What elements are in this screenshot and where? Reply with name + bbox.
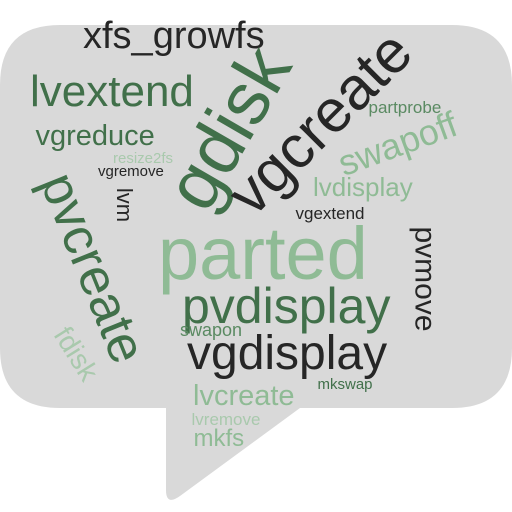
speech-bubble-path: [0, 25, 512, 500]
word-vgremove: vgremove: [98, 162, 164, 180]
word-swapon: swapon: [180, 320, 243, 340]
word-xfs-growfs: xfs_growfs: [83, 15, 265, 57]
word-mkswap: mkswap: [317, 375, 373, 393]
word-vgdisplay: vgdisplay: [187, 327, 388, 380]
word-pvmove: pvmove: [408, 226, 442, 332]
word-pvdisplay: pvdisplay: [182, 278, 391, 334]
word-lvextend: lvextend: [30, 67, 194, 116]
word-partprobe: partprobe: [368, 97, 442, 117]
word-parted: parted: [158, 212, 368, 295]
word-vgreduce: vgreduce: [35, 119, 155, 152]
word-lvdisplay: lvdisplay: [313, 172, 413, 202]
word-vgextend: vgextend: [295, 203, 365, 223]
word-resize2fs: resize2fs: [113, 149, 174, 167]
word-mkfs: mkfs: [193, 425, 245, 452]
word-lvcreate: lvcreate: [193, 379, 295, 412]
word-lvremove: lvremove: [191, 409, 261, 429]
word-lvm: lvm: [112, 187, 138, 223]
